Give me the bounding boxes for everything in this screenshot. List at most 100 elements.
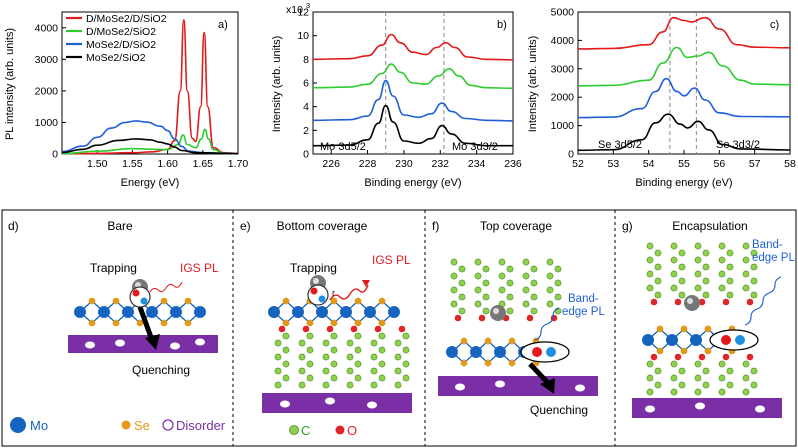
panel-title: Encapsulation [672,219,747,233]
c-atom [546,258,554,266]
c-atom [498,258,506,266]
o-atom [398,325,406,333]
disorder-site [195,338,205,346]
chart-panel-a: 1.50 1.55 1.60 1.65 1.70 0 1000 2000 3000 4000 a)… [4,11,248,189]
c-atom [654,277,662,285]
o-atom [722,353,730,361]
schematic-legend: Mo Se Disorder C O [10,417,357,438]
c-atom [482,307,490,315]
c-atom [298,339,306,347]
mo-atom [74,306,86,318]
series-line [577,77,791,119]
o-atom [674,353,682,361]
mo-atom [122,306,134,318]
o-atom [698,298,706,306]
x-tick-label: 53 [607,158,619,170]
c-atom [450,272,458,280]
mo-atom [470,346,482,358]
c-atom [522,272,530,280]
o-atom [478,314,486,322]
c-atom [322,367,330,375]
substrate [438,376,598,396]
disorder-icon [162,419,174,431]
x-tick-label: 1.55 [122,158,143,170]
c-atom [678,263,686,271]
c-atom [694,284,702,292]
c-atom [742,360,750,368]
c-atom [546,286,554,294]
c-atom [654,381,662,389]
c-atom [458,279,466,287]
c-atom [750,381,758,389]
mo-atom [340,306,352,318]
trap-highlight [313,278,319,284]
c-atom [726,277,734,285]
se-atom [378,297,386,305]
c-atom [298,367,306,375]
x-tick-label: 236 [504,158,522,170]
c-atom [742,374,750,382]
series-line [577,113,791,152]
c-atom [330,332,338,340]
disorder-site [85,341,95,349]
mo-icon [10,417,26,433]
c-atom [694,360,702,368]
x-tick-label: 1.60 [157,158,178,170]
o-atom [698,353,706,361]
panel-label: b) [497,19,507,31]
c-atom [750,277,758,285]
mo-atom [268,306,280,318]
c-atom [506,265,514,273]
r-label: r [332,288,335,298]
c-icon [289,425,299,435]
c-atom [702,263,710,271]
se-atom [88,297,96,305]
y-tick-label: 4000 [551,35,575,47]
o-atom [526,314,534,322]
series-line [61,138,239,155]
c-atom [678,381,686,389]
exciton-bare [129,286,151,308]
mo-atom [194,306,206,318]
c-atom [306,346,314,354]
c-atom [274,339,282,347]
c-atom [554,279,562,287]
c-atom [646,242,654,250]
c-atom [474,286,482,294]
se-atom [680,325,688,333]
c-atom [702,381,710,389]
se-atom [160,297,168,305]
series-group [312,33,514,147]
o-atom [746,298,754,306]
x-tick-label: 1.65 [193,158,214,170]
se-atom [112,297,120,305]
substrate [68,335,218,353]
o-atom [650,298,658,306]
c-atom [726,291,734,299]
trapping-label: Trapping [290,261,337,275]
c-atom [742,242,750,250]
y-tick-label: 2000 [551,92,575,104]
legend-o: O [347,423,357,438]
series-line [312,79,514,122]
quenching-arrow [528,362,550,385]
c-atom [530,307,538,315]
c-atom [402,374,410,382]
c-atom [742,256,750,264]
y-tick-label: 5000 [551,7,575,19]
y-tick-label: 3000 [551,63,575,75]
c-atom [678,367,686,375]
c-atom [506,293,514,301]
c-atom [330,360,338,368]
schematic-frame [1,209,797,447]
y-tick-label: 6 [303,78,309,90]
o-atom [326,325,334,333]
c-atom [482,293,490,301]
c-atom [450,258,458,266]
y-tick-label: 0 [303,149,309,161]
c-atom [474,258,482,266]
c-atom [458,307,466,315]
diamondoid-chains [132,242,758,396]
disorder-site [695,402,705,410]
